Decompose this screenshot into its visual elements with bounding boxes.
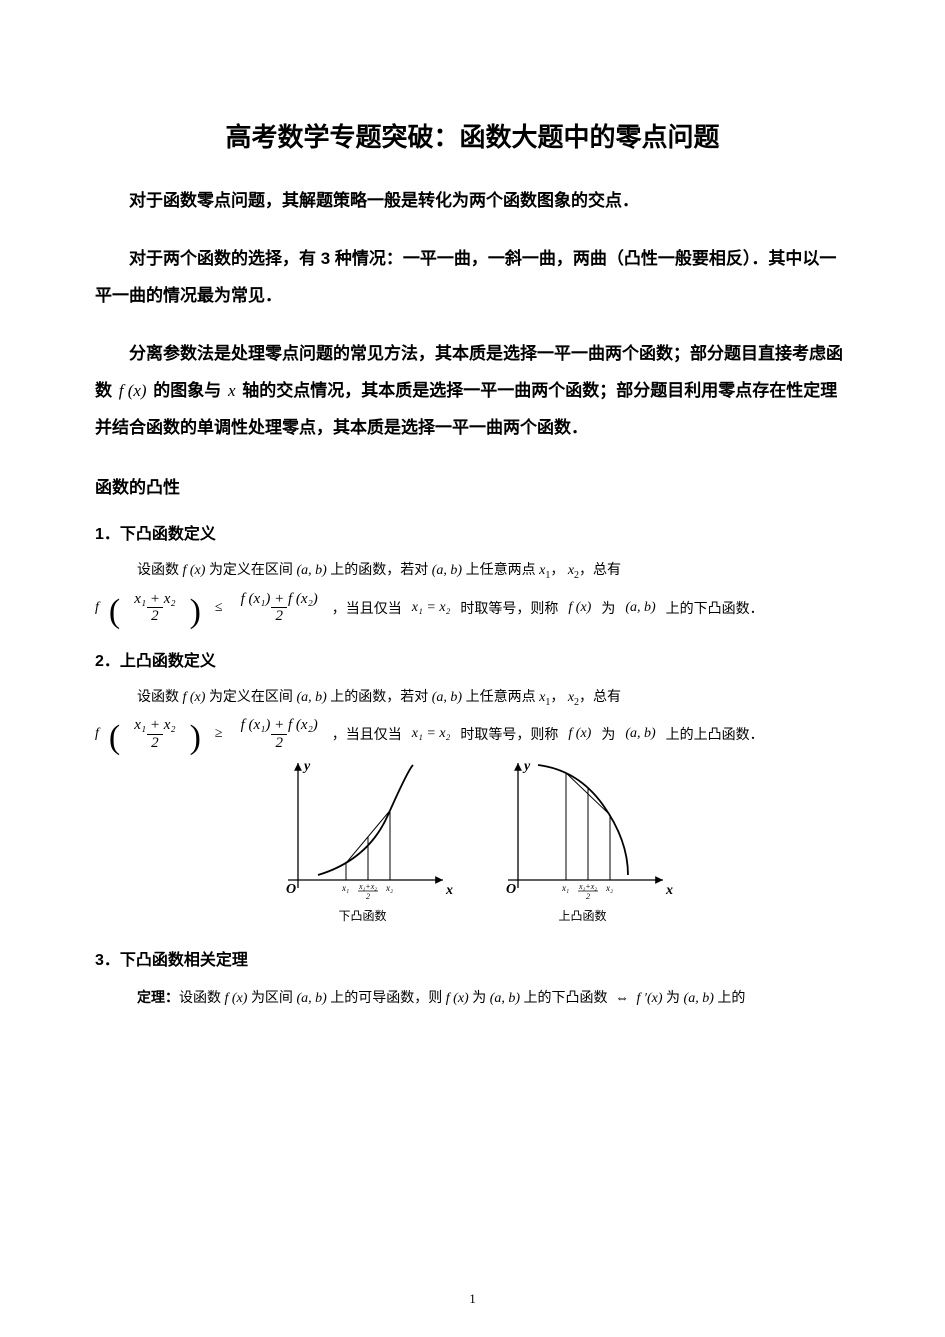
math-x2: x2 bbox=[568, 690, 579, 705]
text-run: 设函数 bbox=[137, 563, 183, 578]
text-run: 上任意两点 bbox=[462, 690, 539, 705]
text-run: 为定义在区间 bbox=[205, 690, 296, 705]
text-run: 为定义在区间 bbox=[205, 563, 296, 578]
svg-text:x: x bbox=[665, 883, 673, 898]
svg-text:x: x bbox=[445, 883, 453, 898]
math-interval: (a, b) bbox=[684, 991, 714, 1006]
math-interval: (a, b) bbox=[625, 726, 655, 742]
document-page: 高考数学专题突破：函数大题中的零点问题 对于函数零点问题，其解题策略一般是转化为… bbox=[0, 0, 945, 1337]
text-run: 设函数 bbox=[137, 690, 183, 705]
math-fx: f (x) bbox=[117, 381, 149, 400]
math-interval: (a, b) bbox=[296, 690, 326, 705]
formula-rhs-frac: f (x₁) + f (x₂) 2 bbox=[237, 717, 322, 751]
math-fx: f (x) bbox=[568, 600, 591, 616]
def2-formula: f ( x₁ + x₂ 2 ) ≥ f (x₁) + f (x₂) 2 ，当且仅… bbox=[95, 717, 850, 751]
math-fprime: f ′(x) bbox=[633, 991, 663, 1006]
math-fx: f (x) bbox=[568, 726, 591, 742]
formula-rhs-frac: f (x₁) + f (x₂) 2 bbox=[237, 591, 322, 625]
convexity-diagrams: Oyxx₁x₂x₁+x₂2 下凸函数 Oyxx₁x₂x₁+x₂2 上凸函数 bbox=[95, 755, 850, 924]
math-eq: x₁ = x₂ bbox=[412, 600, 451, 616]
math-eq: x₁ = x₂ bbox=[412, 726, 451, 742]
svg-text:y: y bbox=[522, 759, 531, 774]
svg-text:y: y bbox=[302, 759, 311, 774]
svg-text:2: 2 bbox=[586, 892, 590, 901]
text-run: 的图象与 bbox=[149, 381, 226, 400]
formula-lhs-frac: x₁ + x₂ 2 bbox=[130, 717, 179, 751]
math-fx: f (x) bbox=[225, 991, 248, 1006]
intro-paragraph-3: 分离参数法是处理零点问题的常见方法，其本质是选择一平一曲两个函数；部分题目直接考… bbox=[95, 335, 850, 447]
svg-text:O: O bbox=[506, 882, 516, 897]
math-interval: (a, b) bbox=[490, 991, 520, 1006]
def1-heading: 1．下凸函数定义 bbox=[95, 520, 850, 544]
def2-line: 设函数 f (x) 为定义在区间 (a, b) 上的函数，若对 (a, b) 上… bbox=[95, 685, 850, 712]
intro-paragraph-2: 对于两个函数的选择，有 3 种情况：一平一曲，一斜一曲，两曲（凸性一般要相反）．… bbox=[95, 240, 850, 315]
svg-text:x₁+x₂: x₁+x₂ bbox=[357, 882, 376, 891]
math-interval: (a, b) bbox=[296, 563, 326, 578]
math-interval: (a, b) bbox=[432, 563, 462, 578]
text-run: ，总有 bbox=[579, 690, 621, 705]
svg-text:x₁: x₁ bbox=[341, 883, 349, 893]
text-run: 设函数 bbox=[179, 991, 225, 1006]
convex-up-svg: Oy x x₁ x₂ x₁+x₂2 bbox=[488, 755, 678, 905]
text-run: 上任意两点 bbox=[462, 563, 539, 578]
math-fx: f (x) bbox=[183, 563, 206, 578]
text-run: 上的 bbox=[714, 991, 746, 1006]
text-run: 上的下凸函数 bbox=[520, 991, 611, 1006]
text-run: 上的下凸函数． bbox=[666, 598, 764, 618]
text-run: ， bbox=[550, 690, 568, 705]
text-run: 为 bbox=[469, 991, 490, 1006]
text-run: 为 bbox=[601, 724, 615, 744]
svg-text:x₁: x₁ bbox=[561, 883, 569, 893]
relation-ge: ≥ bbox=[211, 726, 227, 742]
text-run: 时取等号，则称 bbox=[460, 598, 558, 618]
diagram-convex-down: Oy x x₁ x₂ x₁+x₂2 下凸函数 bbox=[268, 755, 458, 924]
text-run: 为 bbox=[663, 991, 684, 1006]
svg-text:x₂: x₂ bbox=[605, 883, 613, 893]
diagram-caption: 下凸函数 bbox=[338, 907, 386, 924]
svg-text:O: O bbox=[286, 882, 296, 897]
theorem-label: 定理： bbox=[137, 989, 179, 1005]
convex-down-svg: Oy x x₁ x₂ x₁+x₂2 bbox=[268, 755, 458, 905]
text-run: 上的可导函数，则 bbox=[327, 991, 446, 1006]
math-interval: (a, b) bbox=[625, 600, 655, 616]
math-x1: x1 bbox=[539, 563, 550, 578]
def1-line: 设函数 f (x) 为定义在区间 (a, b) 上的函数，若对 (a, b) 上… bbox=[95, 558, 850, 585]
text-run: 为区间 bbox=[247, 991, 296, 1006]
math-fx: f (x) bbox=[446, 991, 469, 1006]
svg-text:x₂: x₂ bbox=[385, 883, 393, 893]
text-run: ， bbox=[550, 563, 568, 578]
text-run: 上的函数，若对 bbox=[327, 690, 432, 705]
math-x2: x2 bbox=[568, 563, 579, 578]
page-title: 高考数学专题突破：函数大题中的零点问题 bbox=[95, 117, 850, 154]
text-run: ，总有 bbox=[579, 563, 621, 578]
math-interval: (a, b) bbox=[296, 991, 326, 1006]
text-run: 为 bbox=[601, 598, 615, 618]
intro-paragraph-1: 对于函数零点问题，其解题策略一般是转化为两个函数图象的交点． bbox=[95, 182, 850, 219]
formula-fn: f bbox=[95, 600, 99, 616]
text-run: ，当且仅当 bbox=[332, 724, 402, 744]
relation-le: ≤ bbox=[211, 600, 227, 616]
math-x1: x1 bbox=[539, 690, 550, 705]
math-fx: f (x) bbox=[183, 690, 206, 705]
math-x: x bbox=[226, 381, 238, 400]
math-interval: (a, b) bbox=[432, 690, 462, 705]
page-number: 1 bbox=[0, 1291, 945, 1307]
formula-lhs-frac: x₁ + x₂ 2 bbox=[130, 591, 179, 625]
def3-theorem: 定理：设函数 f (x) 为区间 (a, b) 上的可导函数，则 f (x) 为… bbox=[95, 984, 850, 1013]
diagram-convex-up: Oy x x₁ x₂ x₁+x₂2 上凸函数 bbox=[488, 755, 678, 924]
def2-heading: 2．上凸函数定义 bbox=[95, 647, 850, 671]
svg-text:x₁+x₂: x₁+x₂ bbox=[577, 882, 596, 891]
text-run: ，当且仅当 bbox=[332, 598, 402, 618]
formula-fn: f bbox=[95, 726, 99, 742]
section-heading-convexity: 函数的凸性 bbox=[95, 473, 850, 498]
svg-text:2: 2 bbox=[366, 892, 370, 901]
def3-heading: 3．下凸函数相关定理 bbox=[95, 946, 850, 970]
text-run: 时取等号，则称 bbox=[460, 724, 558, 744]
text-run: 上的函数，若对 bbox=[327, 563, 432, 578]
iff-symbol: ⇔ bbox=[611, 991, 633, 1006]
diagram-caption: 上凸函数 bbox=[558, 907, 606, 924]
def1-formula: f ( x₁ + x₂ 2 ) ≤ f (x₁) + f (x₂) 2 ，当且仅… bbox=[95, 591, 850, 625]
text-run: 上的上凸函数． bbox=[666, 724, 764, 744]
